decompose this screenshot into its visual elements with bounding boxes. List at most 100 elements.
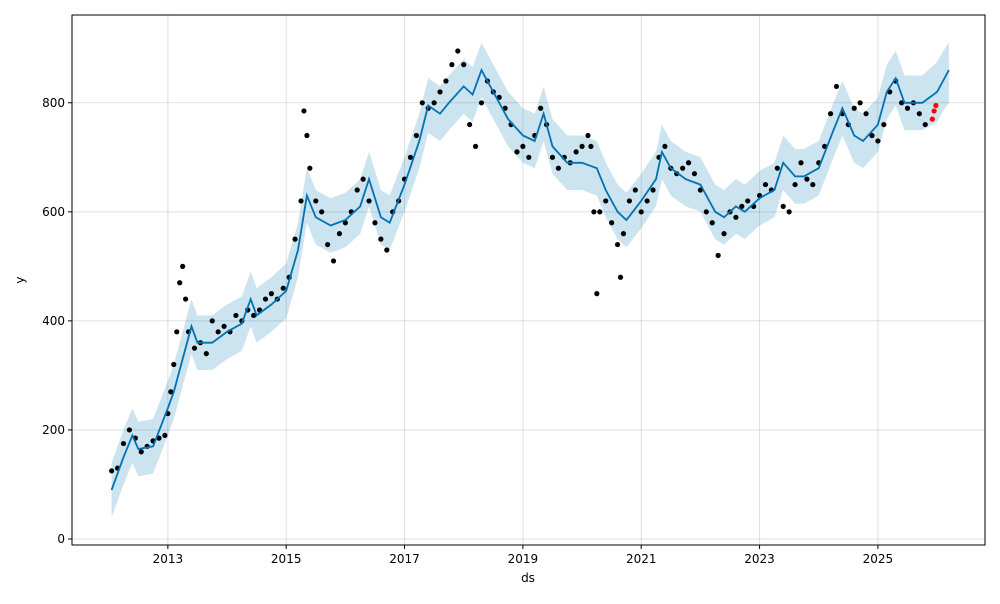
- data-point: [120, 440, 127, 447]
- data-point: [520, 143, 526, 150]
- data-point: [419, 100, 425, 106]
- data-point: [467, 121, 473, 128]
- data-point: [301, 108, 307, 114]
- data-point: [804, 176, 810, 182]
- data-point: [827, 111, 834, 117]
- data-point: [366, 198, 372, 204]
- data-point: [898, 100, 905, 106]
- x-tick-label: 2015: [271, 552, 302, 566]
- data-point: [437, 89, 443, 95]
- data-point: [126, 427, 132, 433]
- data-point: [774, 165, 780, 171]
- data-point: [691, 171, 698, 177]
- data-point: [875, 138, 881, 144]
- data-point: [319, 209, 325, 215]
- y-axis-label: y: [13, 276, 27, 283]
- data-point: [307, 165, 313, 171]
- data-point: [298, 198, 304, 204]
- data-point: [549, 154, 556, 160]
- data-point: [360, 176, 366, 182]
- data-point: [449, 62, 455, 68]
- data-point: [869, 132, 875, 139]
- data-point: [413, 132, 419, 139]
- data-point: [262, 296, 269, 302]
- data-point: [851, 105, 857, 111]
- y-tick-label: 0: [57, 532, 65, 546]
- data-point: [685, 160, 692, 166]
- x-axis-label: ds: [521, 571, 535, 585]
- data-point: [620, 231, 627, 237]
- data-point: [863, 111, 869, 117]
- data-point: [109, 468, 115, 474]
- data-point: [792, 181, 798, 188]
- data-point: [739, 203, 745, 209]
- data-point: [904, 105, 911, 111]
- data-point: [251, 312, 257, 319]
- data-point: [461, 62, 467, 68]
- data-point: [680, 165, 686, 171]
- x-tick-label: 2017: [389, 552, 420, 566]
- data-point: [786, 209, 792, 215]
- data-point: [407, 154, 414, 160]
- x-tick-label: 2019: [508, 552, 539, 566]
- data-point: [313, 198, 319, 204]
- data-point: [478, 100, 485, 106]
- data-point: [455, 48, 461, 54]
- data-point: [703, 209, 709, 215]
- data-point: [174, 329, 180, 335]
- data-point: [603, 198, 609, 204]
- data-point: [591, 209, 597, 215]
- y-tick-label: 800: [42, 96, 65, 110]
- data-point: [609, 220, 615, 226]
- data-point: [762, 181, 769, 188]
- data-point: [733, 214, 739, 220]
- plot-frame: [71, 14, 986, 546]
- data-point: [526, 154, 532, 160]
- data-point: [384, 247, 390, 253]
- y-tick-label: 600: [42, 205, 65, 219]
- data-point: [203, 351, 209, 357]
- data-point: [514, 149, 520, 155]
- x-tick-label: 2025: [863, 552, 894, 566]
- data-point: [922, 121, 928, 128]
- data-point: [632, 187, 638, 193]
- data-point: [588, 143, 594, 150]
- x-tick-label: 2023: [744, 552, 775, 566]
- data-point: [638, 209, 644, 215]
- data-point: [721, 231, 727, 237]
- y-tick-label: 400: [42, 314, 65, 328]
- data-point: [644, 198, 650, 204]
- data-point: [614, 241, 621, 248]
- data-point: [626, 198, 632, 204]
- data-point: [330, 258, 337, 264]
- data-point: [916, 111, 922, 117]
- uncertainty-band: [111, 42, 949, 518]
- data-point: [180, 263, 186, 269]
- data-point: [780, 203, 786, 209]
- data-point: [292, 236, 298, 242]
- data-point: [372, 220, 378, 226]
- data-point: [594, 291, 600, 297]
- data-point: [354, 187, 360, 193]
- data-point: [443, 78, 449, 84]
- data-point: [715, 252, 721, 259]
- data-point: [209, 318, 215, 324]
- data-point: [336, 231, 343, 237]
- data-point: [929, 116, 935, 122]
- data-point: [221, 323, 227, 329]
- data-point: [233, 312, 239, 319]
- x-tick-label: 2021: [626, 552, 657, 566]
- data-point: [810, 181, 816, 188]
- data-point: [304, 132, 310, 139]
- data-point: [573, 149, 579, 155]
- data-point: [191, 345, 198, 351]
- data-point: [472, 143, 479, 150]
- data-point: [555, 165, 561, 171]
- data-point: [585, 132, 591, 139]
- data-point: [798, 160, 804, 166]
- data-point: [933, 102, 939, 109]
- data-point: [138, 449, 144, 455]
- data-point: [650, 187, 656, 193]
